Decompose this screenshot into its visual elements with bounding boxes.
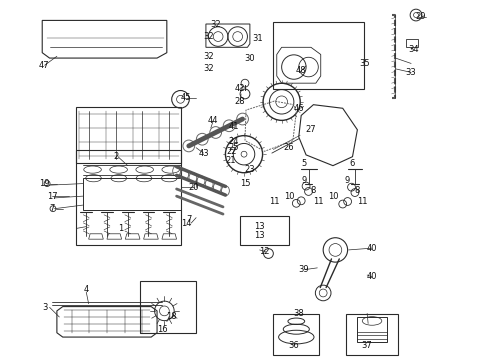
Text: 9: 9 bbox=[301, 176, 306, 185]
Text: 32: 32 bbox=[210, 19, 221, 28]
Bar bbox=[240, 216, 289, 244]
Bar bbox=[273, 314, 319, 355]
Text: 27: 27 bbox=[306, 125, 316, 134]
Text: 29: 29 bbox=[416, 12, 426, 21]
Text: 36: 36 bbox=[289, 341, 299, 350]
Text: 23: 23 bbox=[245, 165, 255, 174]
Text: 11: 11 bbox=[357, 197, 368, 206]
Text: 28: 28 bbox=[235, 96, 245, 105]
Text: 4: 4 bbox=[84, 285, 89, 294]
Text: 34: 34 bbox=[408, 45, 419, 54]
Text: 12: 12 bbox=[259, 247, 270, 256]
Text: 32: 32 bbox=[203, 52, 214, 61]
Text: 8: 8 bbox=[355, 186, 360, 195]
Text: 3: 3 bbox=[42, 303, 48, 312]
Text: 42: 42 bbox=[235, 84, 245, 93]
Text: 25: 25 bbox=[228, 143, 239, 152]
Text: 13: 13 bbox=[254, 222, 265, 231]
Text: 10: 10 bbox=[328, 192, 338, 201]
Bar bbox=[345, 314, 398, 355]
Text: 30: 30 bbox=[245, 54, 255, 63]
Text: 17: 17 bbox=[47, 192, 57, 201]
Text: 33: 33 bbox=[406, 68, 416, 77]
Text: 40: 40 bbox=[367, 272, 377, 281]
Text: 32: 32 bbox=[203, 64, 214, 73]
Bar bbox=[83, 178, 180, 211]
Text: 41: 41 bbox=[228, 122, 239, 131]
Text: 14: 14 bbox=[181, 219, 192, 228]
Text: 43: 43 bbox=[198, 149, 209, 158]
Text: 24: 24 bbox=[228, 137, 239, 146]
Text: 22: 22 bbox=[226, 147, 237, 156]
Text: 7: 7 bbox=[186, 215, 192, 224]
Text: 38: 38 bbox=[294, 309, 304, 318]
Text: 16: 16 bbox=[157, 325, 167, 334]
Text: 45: 45 bbox=[181, 93, 192, 102]
Text: 32: 32 bbox=[203, 32, 214, 41]
Text: 19: 19 bbox=[39, 179, 50, 188]
Text: 18: 18 bbox=[167, 312, 177, 321]
Text: 47: 47 bbox=[38, 61, 49, 70]
Text: 40: 40 bbox=[367, 244, 377, 253]
Text: 26: 26 bbox=[284, 143, 294, 152]
Text: 35: 35 bbox=[359, 59, 370, 68]
Text: 37: 37 bbox=[362, 341, 372, 350]
Text: 39: 39 bbox=[298, 265, 309, 274]
Text: 11: 11 bbox=[269, 197, 280, 206]
Text: 46: 46 bbox=[294, 104, 304, 113]
Text: 9: 9 bbox=[345, 176, 350, 185]
Text: 1: 1 bbox=[118, 224, 123, 233]
Bar bbox=[76, 149, 181, 244]
Text: 7: 7 bbox=[49, 204, 55, 213]
Text: 21: 21 bbox=[225, 156, 236, 165]
Text: 31: 31 bbox=[252, 34, 263, 43]
Text: 44: 44 bbox=[208, 116, 219, 125]
Bar bbox=[357, 318, 387, 342]
Text: 5: 5 bbox=[301, 159, 306, 168]
Bar bbox=[273, 22, 364, 89]
Text: 11: 11 bbox=[313, 197, 323, 206]
Text: 6: 6 bbox=[350, 159, 355, 168]
Text: 15: 15 bbox=[240, 179, 250, 188]
Bar bbox=[406, 40, 418, 47]
Text: 13: 13 bbox=[254, 231, 265, 240]
Text: 48: 48 bbox=[296, 66, 307, 75]
Text: 8: 8 bbox=[311, 186, 316, 195]
Bar bbox=[140, 282, 196, 333]
Text: 2: 2 bbox=[113, 152, 118, 161]
Text: 10: 10 bbox=[284, 192, 294, 201]
Text: 20: 20 bbox=[189, 183, 199, 192]
